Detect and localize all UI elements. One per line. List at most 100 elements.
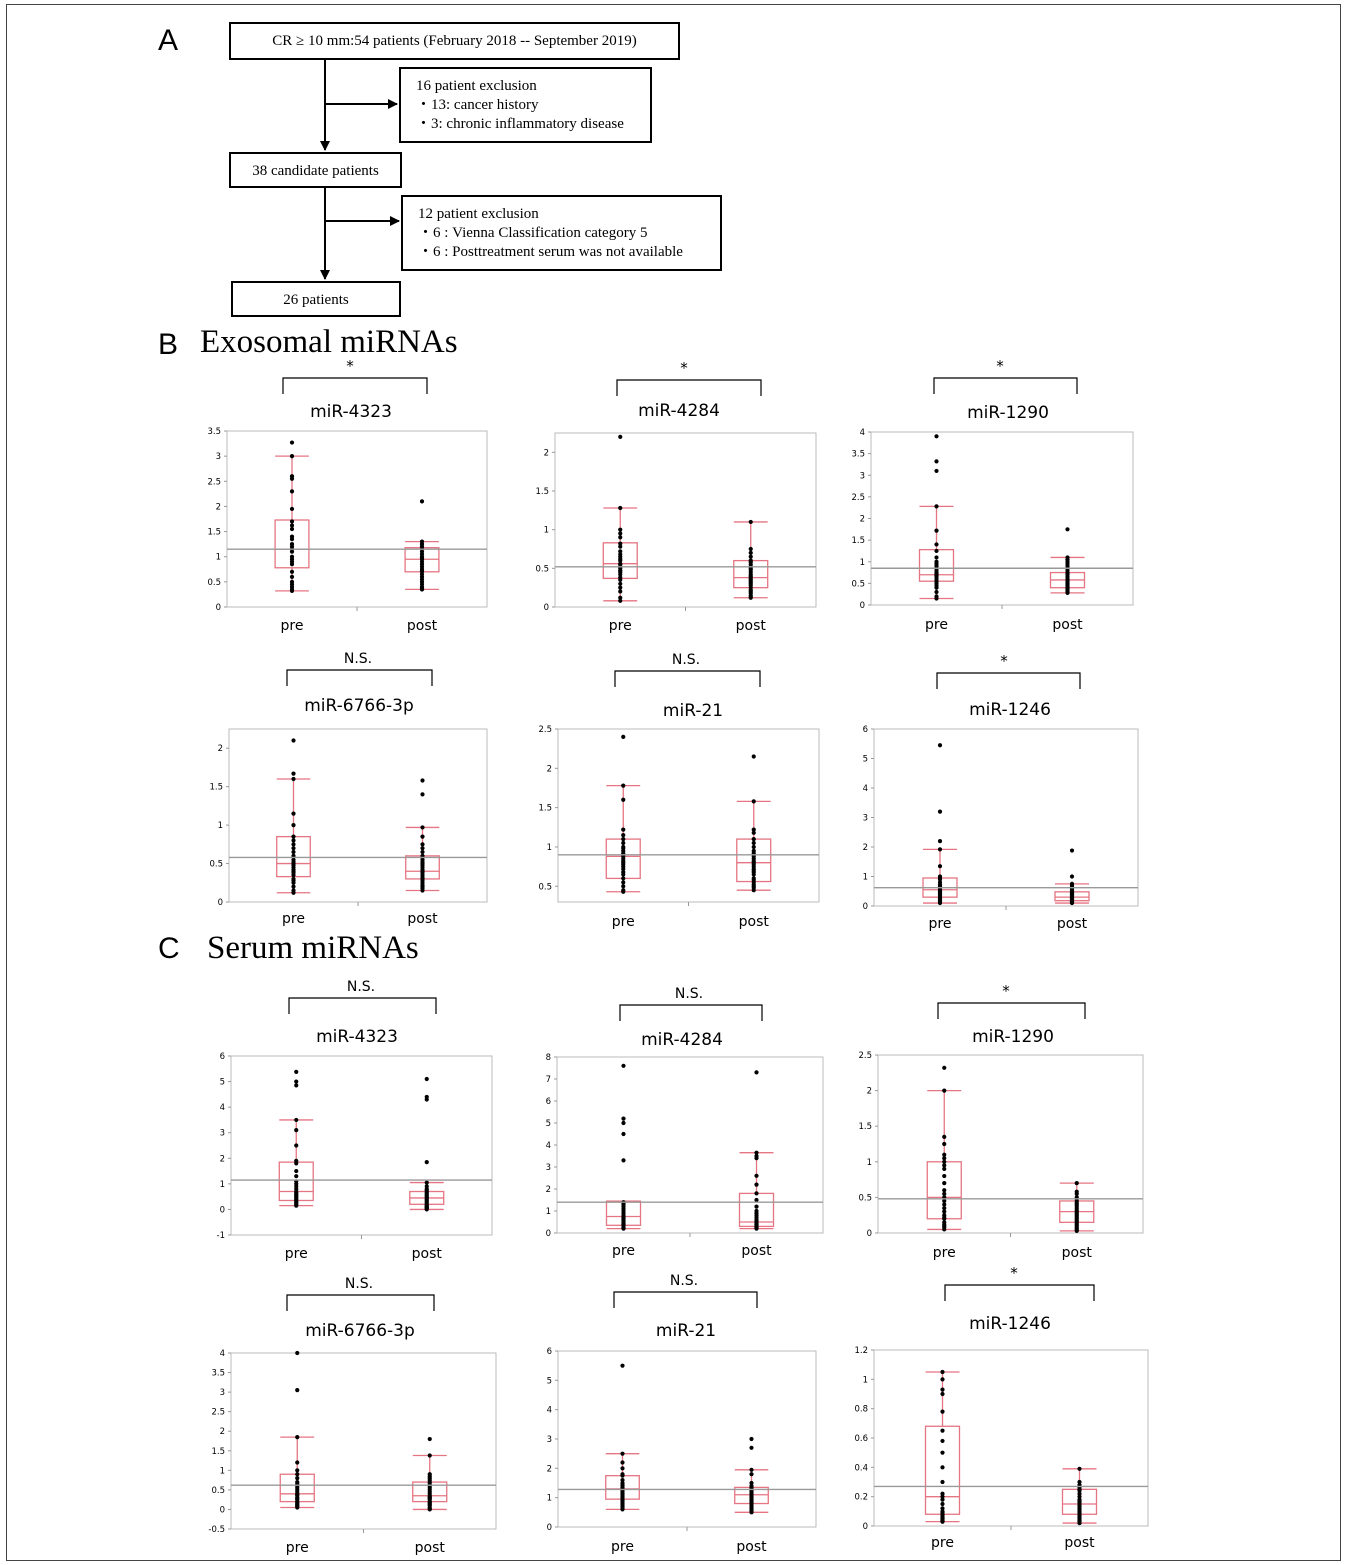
category-label: post — [736, 1539, 767, 1555]
y-tick-label: 0 — [544, 603, 549, 613]
y-tick-label: 3 — [863, 814, 868, 824]
panel-a-letter: A — [158, 24, 179, 57]
significance-label: * — [346, 357, 354, 375]
chart-mir-1290: * miR-1290 0 0.5 1 1.5 2 2.5 3 3.5 4 pre post — [851, 357, 1134, 633]
flow-box-final: 26 patients — [231, 281, 401, 317]
flow-box-text: ・6 : Vienna Classification category 5 — [418, 225, 648, 241]
data-point — [620, 1466, 625, 1471]
data-point — [420, 825, 425, 830]
data-point — [289, 476, 295, 481]
y-tick-label: 2.5 — [851, 493, 865, 503]
y-tick-label: 3 — [860, 471, 865, 481]
data-point — [620, 1473, 625, 1478]
chart-mir-4323: N.S. miR-4323 -1 0 1 2 3 4 5 6 pre post — [217, 979, 493, 1262]
y-tick-label: 2 — [547, 764, 552, 774]
data-point — [618, 585, 623, 590]
data-point — [621, 880, 626, 885]
data-point — [1077, 1466, 1082, 1471]
data-point — [289, 440, 295, 445]
plot-frame — [557, 728, 820, 903]
y-tick-label: 1.5 — [538, 804, 552, 814]
y-tick-label: 1.2 — [854, 1346, 868, 1356]
data-point — [1074, 1228, 1079, 1233]
data-point — [749, 1467, 754, 1472]
data-point — [289, 454, 295, 459]
y-tick-label: 0.6 — [854, 1434, 868, 1444]
data-point — [1069, 874, 1075, 879]
chart-title: miR-4284 — [641, 1030, 723, 1050]
significance-bracket — [933, 377, 1078, 394]
data-point — [940, 1369, 945, 1375]
data-point — [751, 827, 756, 832]
y-tick-label: 6 — [220, 1052, 225, 1062]
plot-frame — [870, 431, 1134, 606]
data-point — [754, 1191, 759, 1196]
data-point — [754, 1182, 759, 1187]
y-tick-label: 0.5 — [858, 1193, 872, 1203]
data-point — [749, 1480, 754, 1486]
data-point — [419, 587, 425, 592]
data-point — [621, 783, 626, 788]
category-label: post — [741, 1243, 772, 1259]
data-point — [291, 776, 296, 782]
data-point — [749, 1436, 754, 1442]
data-point — [295, 1468, 300, 1473]
category-label: pre — [925, 617, 948, 633]
data-point — [942, 1202, 947, 1207]
y-tick-label: 6 — [547, 1347, 552, 1357]
data-point — [420, 834, 425, 839]
y-tick-label: 2 — [218, 744, 223, 754]
y-tick-label: 0 — [867, 1229, 872, 1239]
data-point — [942, 1216, 947, 1221]
data-point — [427, 1453, 432, 1458]
data-point — [291, 771, 296, 776]
data-point — [934, 548, 939, 554]
y-tick-label: 7 — [546, 1075, 551, 1085]
y-tick-label: 0 — [220, 1205, 225, 1215]
data-point — [934, 589, 939, 595]
chart-title: miR-6766-3p — [304, 696, 414, 716]
flow-box-text: ・6 : Posttreatment serum was not availab… — [418, 244, 683, 260]
y-tick-label: 0 — [863, 1522, 868, 1532]
significance-bracket — [614, 670, 761, 687]
y-tick-label: -0.5 — [208, 1525, 225, 1535]
chart-title: miR-21 — [656, 1321, 716, 1341]
data-point — [1077, 1491, 1082, 1496]
y-tick-label: 3 — [547, 1435, 552, 1445]
flow-box-candidates: 38 candidate patients — [229, 152, 402, 188]
data-point — [621, 876, 626, 881]
flow-box-text: ・13: cancer history — [416, 97, 539, 113]
y-tick-label: 0.5 — [851, 579, 865, 589]
category-label: post — [407, 911, 438, 927]
y-tick-label: 1 — [546, 1207, 551, 1217]
y-tick-label: 0.2 — [854, 1493, 868, 1503]
data-point — [295, 1472, 300, 1477]
data-point — [751, 830, 756, 835]
data-point — [420, 849, 425, 855]
y-tick-label: 1 — [860, 558, 865, 568]
data-point — [621, 884, 626, 889]
category-label: pre — [281, 618, 304, 634]
data-point — [934, 504, 939, 509]
panel-c-letter: C — [158, 932, 180, 965]
y-tick-label: 2 — [544, 448, 549, 458]
significance-label: * — [1010, 1264, 1018, 1282]
data-point — [621, 872, 626, 877]
y-tick-label: 1 — [863, 873, 868, 883]
y-tick-label: 1 — [216, 553, 221, 563]
y-tick-label: 4 — [863, 784, 868, 794]
data-point — [289, 549, 295, 554]
data-point — [621, 1116, 626, 1121]
significance-label: N.S. — [675, 986, 703, 1002]
y-tick-label: 1 — [544, 526, 549, 536]
data-point — [618, 531, 623, 536]
data-point — [1077, 1520, 1082, 1526]
category-label: pre — [282, 911, 305, 927]
chart-mir-1246: * miR-1246 0 0.2 0.4 0.6 0.8 1 1.2 pre post — [854, 1264, 1149, 1551]
chart-title: miR-1246 — [969, 700, 1051, 720]
data-point — [934, 542, 939, 547]
data-point — [291, 890, 296, 895]
data-point — [942, 1065, 947, 1070]
flow-box-text: CR ≥ 10 mm:54 patients (February 2018 --… — [272, 33, 637, 49]
category-label: post — [1057, 916, 1088, 932]
